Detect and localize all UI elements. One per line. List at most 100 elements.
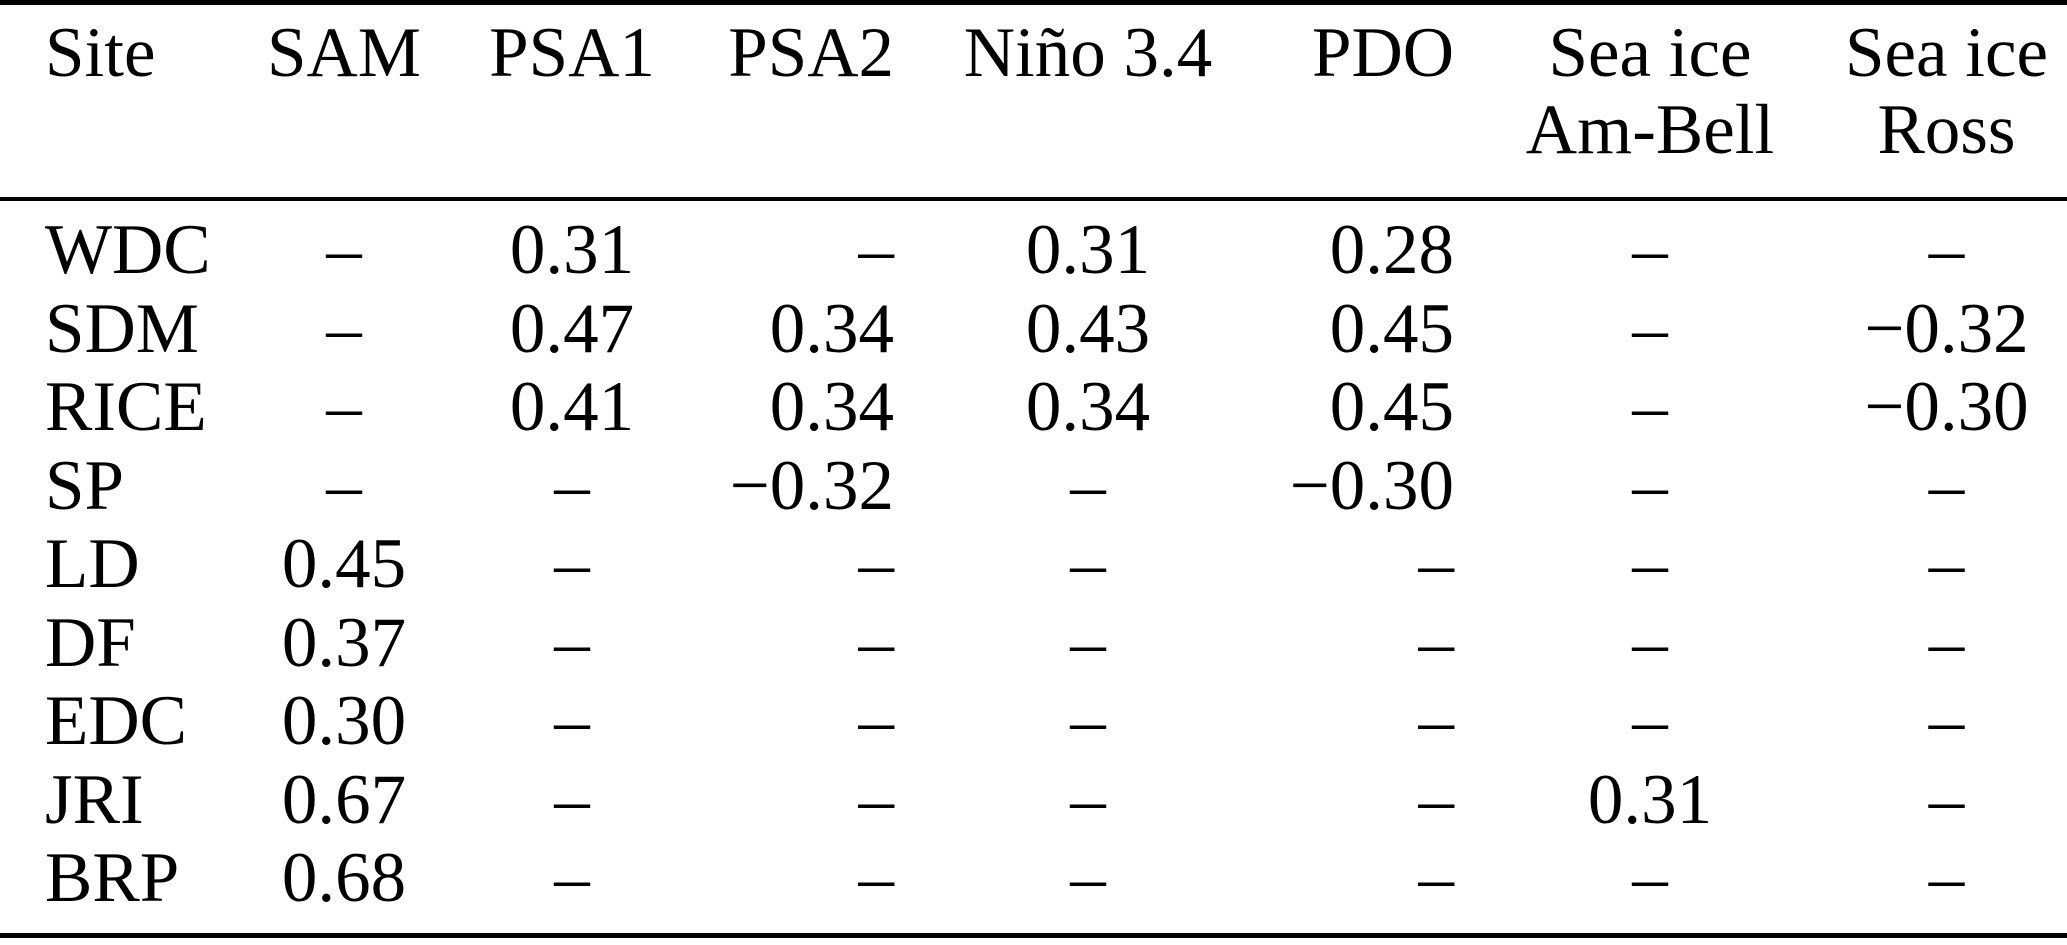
- row-label-sp: SP: [45, 446, 124, 525]
- cell-rice-seaice-ross: −0.30: [1864, 368, 2029, 446]
- header-text: PSA1: [489, 14, 655, 92]
- row-label-ld: LD: [45, 525, 140, 603]
- row-label-sdm: SDM: [45, 289, 199, 368]
- cell-brp-sam: 0.68: [281, 839, 407, 917]
- cell-wdc-nino34: 0.31: [1025, 211, 1151, 289]
- header-row: Site SAM PSA1 PSA2 Niño 3.4: [0, 5, 2067, 211]
- table-row: JRI 0.67 – – – – 0.31 –: [0, 761, 2067, 840]
- row-label-rice: RICE: [45, 368, 207, 446]
- cell-df-seaice-ambell: –: [1632, 603, 1668, 682]
- column-header-psa2: PSA2: [701, 5, 914, 211]
- header-text-line2: Am-Bell: [1525, 91, 1775, 169]
- correlation-table: Site SAM PSA1 PSA2 Niño 3.4: [0, 5, 2067, 918]
- cell-rice-psa1: 0.41: [509, 368, 635, 446]
- header-text-line2: [914, 92, 1262, 169]
- cell-jri-sam: 0.67: [281, 760, 407, 839]
- cell-sp-psa2: −0.32: [729, 446, 894, 525]
- cell-df-seaice-ross: –: [1928, 603, 1965, 682]
- cell-sp-nino34: –: [1070, 446, 1106, 525]
- cell-jri-psa2: –: [858, 760, 895, 839]
- cell-sp-psa1: –: [554, 446, 590, 525]
- cell-jri-nino34: –: [1070, 760, 1106, 839]
- cell-ld-nino34: –: [1070, 525, 1106, 603]
- header-text-line2: Ross: [1877, 91, 2016, 169]
- header-rule: [0, 197, 2067, 201]
- cell-jri-psa1: –: [554, 760, 590, 839]
- cell-edc-seaice-ambell: –: [1632, 682, 1668, 760]
- header-text-line2: [1262, 92, 1454, 169]
- cell-ld-psa2: –: [858, 525, 895, 603]
- row-label-brp: BRP: [45, 839, 180, 917]
- cell-edc-psa1: –: [554, 682, 590, 760]
- cell-sp-sam: –: [326, 446, 362, 525]
- cell-wdc-sam: –: [326, 211, 362, 289]
- column-header-sam: SAM: [245, 5, 443, 211]
- table-row: SDM – 0.47 0.34 0.43 0.45 – −0.32: [0, 290, 2067, 369]
- table-row: WDC – 0.31 – 0.31 0.28 – –: [0, 211, 2067, 290]
- cell-edc-nino34: –: [1070, 682, 1106, 760]
- cell-brp-psa2: –: [858, 839, 895, 917]
- cell-sdm-seaice-ambell: –: [1632, 289, 1668, 368]
- cell-ld-pdo: –: [1418, 525, 1455, 603]
- cell-ld-psa1: –: [554, 525, 590, 603]
- row-label-jri: JRI: [45, 760, 144, 839]
- table-row: BRP 0.68 – – – – – –: [0, 839, 2067, 918]
- cell-ld-seaice-ambell: –: [1632, 525, 1668, 603]
- cell-sp-seaice-ambell: –: [1632, 446, 1668, 525]
- cell-brp-nino34: –: [1070, 839, 1106, 917]
- cell-brp-psa1: –: [554, 839, 590, 917]
- cell-rice-pdo: 0.45: [1329, 368, 1454, 446]
- header-text: SAM: [267, 14, 421, 92]
- row-label-df: DF: [45, 603, 136, 682]
- cell-ld-seaice-ross: –: [1928, 525, 1965, 603]
- table-row: DF 0.37 – – – – – –: [0, 604, 2067, 683]
- cell-df-sam: 0.37: [281, 603, 407, 682]
- cell-sdm-sam: –: [326, 289, 362, 368]
- table-row: SP – – −0.32 – −0.30 – –: [0, 447, 2067, 526]
- table-row: EDC 0.30 – – – – – –: [0, 682, 2067, 761]
- cell-rice-seaice-ambell: –: [1632, 368, 1668, 446]
- cell-wdc-psa2: –: [858, 211, 895, 289]
- cell-edc-seaice-ross: –: [1928, 682, 1965, 760]
- cell-df-pdo: –: [1418, 603, 1455, 682]
- header-text: PSA2: [728, 14, 894, 92]
- cell-jri-seaice-ross: –: [1928, 760, 1965, 839]
- top-rule: [0, 0, 2067, 5]
- cell-sdm-pdo: 0.45: [1329, 289, 1454, 368]
- cell-sdm-seaice-ross: −0.32: [1864, 289, 2029, 368]
- bottom-rule: [0, 933, 2067, 938]
- table-row: RICE – 0.41 0.34 0.34 0.45 – −0.30: [0, 368, 2067, 447]
- cell-sp-seaice-ross: –: [1928, 446, 1965, 525]
- cell-brp-seaice-ross: –: [1928, 839, 1965, 917]
- cell-edc-pdo: –: [1418, 682, 1455, 760]
- header-text: Sea ice: [1548, 14, 1752, 92]
- cell-sdm-psa1: 0.47: [509, 289, 635, 368]
- column-header-site: Site: [0, 5, 245, 211]
- column-header-pdo: PDO: [1262, 5, 1474, 211]
- cell-wdc-pdo: 0.28: [1329, 211, 1454, 289]
- row-label-wdc: WDC: [45, 211, 211, 289]
- cell-rice-sam: –: [326, 368, 362, 446]
- header-text: Niño 3.4: [963, 14, 1213, 92]
- header-text: Sea ice: [1844, 14, 2048, 92]
- column-header-seaice-ambell: Sea ice Am-Bell: [1474, 5, 1826, 211]
- header-text-line2: [701, 92, 894, 169]
- cell-sdm-psa2: 0.34: [769, 289, 894, 368]
- cell-rice-nino34: 0.34: [1025, 368, 1151, 446]
- table-row: LD 0.45 – – – – – –: [0, 525, 2067, 604]
- cell-jri-seaice-ambell: 0.31: [1587, 760, 1713, 839]
- cell-edc-psa2: –: [858, 682, 895, 760]
- cell-df-psa2: –: [858, 603, 895, 682]
- cell-wdc-seaice-ambell: –: [1632, 211, 1668, 289]
- cell-rice-psa2: 0.34: [769, 368, 894, 446]
- cell-brp-pdo: –: [1418, 839, 1455, 917]
- header-text-line2: [245, 92, 443, 169]
- cell-df-psa1: –: [554, 603, 590, 682]
- column-header-seaice-ross: Sea ice Ross: [1826, 5, 2067, 211]
- cell-df-nino34: –: [1070, 603, 1106, 682]
- header-text: Site: [45, 14, 156, 92]
- cell-sp-pdo: −0.30: [1289, 446, 1454, 525]
- header-text-line2: [443, 92, 701, 169]
- header-text: PDO: [1311, 14, 1454, 92]
